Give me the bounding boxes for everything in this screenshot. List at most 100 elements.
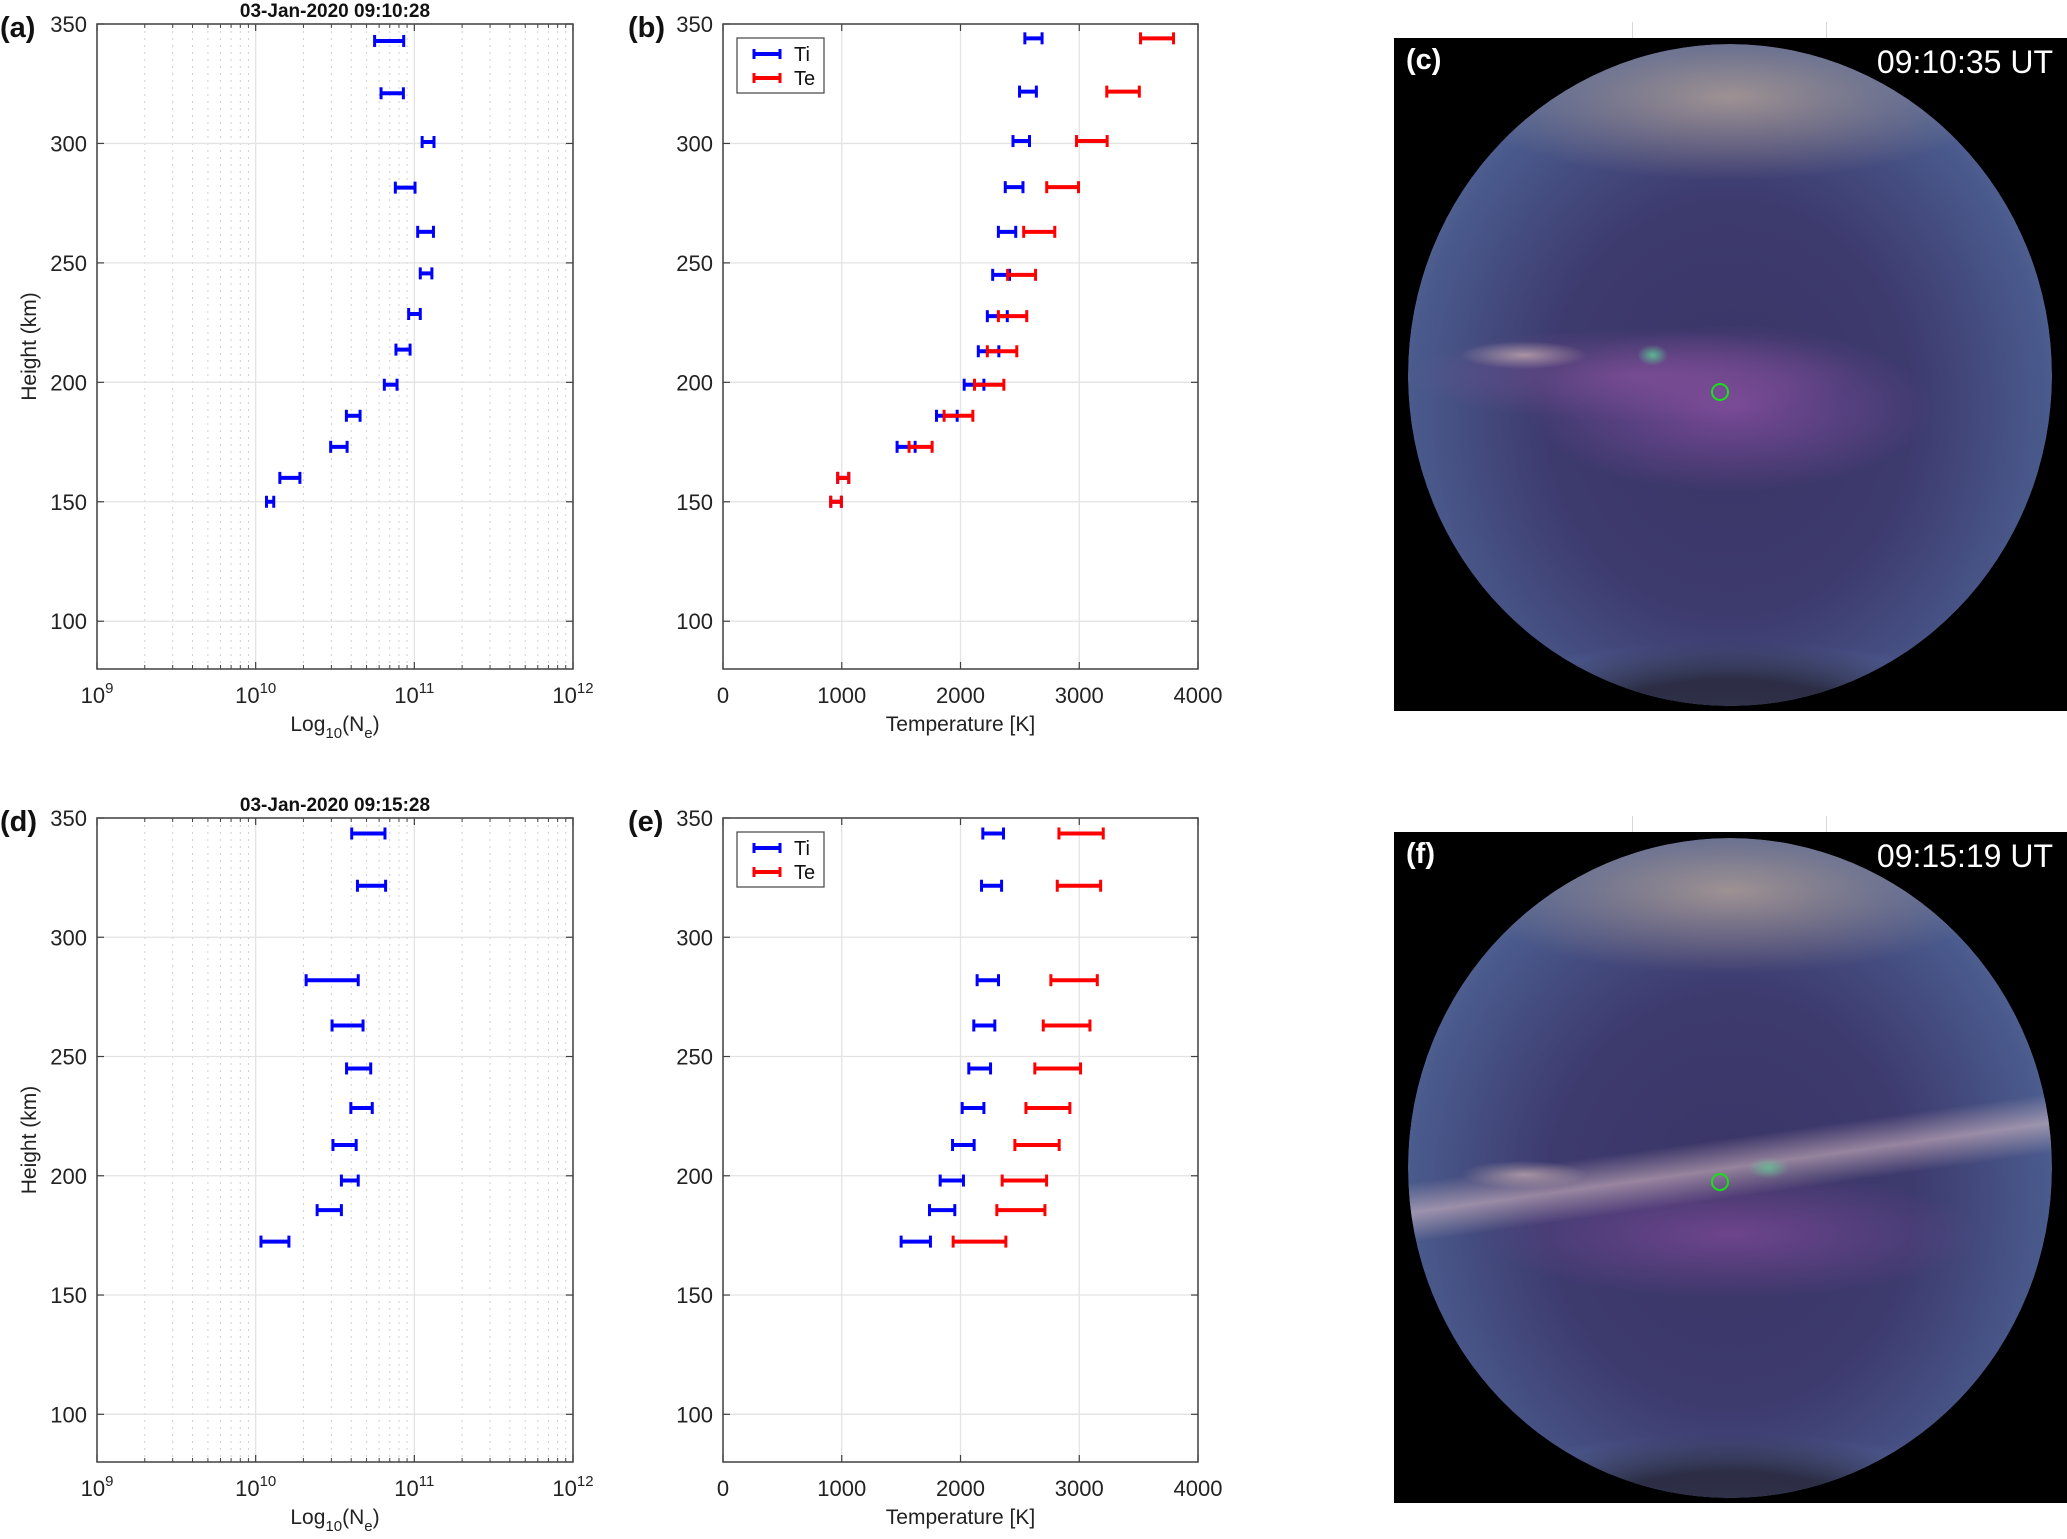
- errorbar-te: [1033, 1062, 1083, 1075]
- errorbar-ti: [1003, 181, 1025, 194]
- errorbar-ne: [345, 1062, 373, 1075]
- y-tick-label: 150: [676, 1283, 713, 1308]
- y-tick-label: 200: [50, 370, 87, 395]
- errorbar-te: [951, 1235, 1008, 1248]
- errorbar-ti: [928, 1204, 957, 1217]
- errorbar-ne: [407, 308, 422, 321]
- errorbar-ti: [960, 1102, 986, 1115]
- chart-title: 03-Jan-2020 09:15:28: [240, 795, 430, 816]
- errorbar-ti: [975, 974, 1000, 987]
- x-tick-label: 1000: [817, 683, 866, 708]
- ghost-axis-tick: [1632, 816, 1633, 832]
- errorbar-ne: [379, 87, 405, 100]
- x-tick-label: 1000: [817, 1476, 866, 1501]
- ghost-axis-tick: [1632, 22, 1633, 38]
- errorbar-te: [1041, 1019, 1092, 1032]
- errorbar-te: [1105, 85, 1141, 98]
- y-tick-label: 300: [50, 925, 87, 950]
- x-tick-label: 1012: [552, 680, 593, 708]
- y-tick-label: 300: [50, 131, 87, 156]
- x-tick-label: 0: [717, 683, 729, 708]
- y-tick-label: 250: [676, 251, 713, 276]
- x-axis-label: Log10(Ne): [290, 713, 379, 742]
- errorbar-ne: [382, 378, 399, 391]
- errorbar-ne: [394, 343, 412, 356]
- errorbar-ne: [420, 136, 436, 149]
- errorbar-ne: [339, 1174, 360, 1187]
- errorbar-te: [836, 471, 851, 484]
- y-tick-label: 350: [50, 806, 87, 831]
- errorbar-te: [1049, 974, 1099, 987]
- x-tick-label: 1012: [552, 1473, 593, 1501]
- image-timestamp-f: 09:15:19 UT: [1876, 838, 2053, 874]
- errorbar-te: [985, 345, 1019, 358]
- x-tick-label: 4000: [1174, 1476, 1223, 1501]
- chart-b: 0 1000 2000 3000 4000 100 150 200 250 300 350 Tempe…: [676, 12, 1222, 736]
- y-tick-label: 100: [50, 1402, 87, 1427]
- y-tick-label: 200: [676, 1164, 713, 1189]
- allsky-image-c: (c) 09:10:35 UT: [1394, 38, 2067, 711]
- y-tick-label: 350: [676, 12, 713, 37]
- panel-label-f: (f): [1406, 838, 1435, 870]
- errorbar-te: [1045, 181, 1081, 194]
- errorbar-te: [995, 1204, 1047, 1217]
- errorbar-ti: [980, 879, 1004, 892]
- ghost-axis-tick: [1826, 816, 1827, 832]
- errorbar-ne: [330, 1019, 365, 1032]
- axes-frame: [722, 817, 1199, 1463]
- x-tick-label: 1011: [394, 1473, 434, 1501]
- errorbar-te: [1139, 32, 1176, 45]
- x-axis-label: Temperature [K]: [886, 1506, 1035, 1529]
- errorbar-ti: [1023, 32, 1044, 45]
- x-tick-label: 109: [81, 680, 114, 708]
- errorbar-ne: [259, 1235, 291, 1248]
- errorbar-te: [973, 378, 1006, 391]
- errorbar-te: [829, 495, 843, 508]
- errorbar-ne: [264, 495, 276, 508]
- y-tick-label: 100: [50, 609, 87, 634]
- fisheye-sky: [1408, 44, 2052, 706]
- errorbar-ne: [349, 1102, 374, 1115]
- errorbar-ne: [304, 974, 360, 987]
- x-tick-label: 3000: [1055, 1476, 1104, 1501]
- errorbar-te: [942, 409, 975, 422]
- fisheye-sky: [1408, 838, 2052, 1498]
- errorbar-te: [1057, 827, 1105, 840]
- errorbar-te: [1024, 1102, 1072, 1115]
- legend-frame: [736, 831, 825, 888]
- errorbar-ti: [967, 1062, 993, 1075]
- x-axis-label: Temperature [K]: [886, 713, 1035, 736]
- errorbar-ti: [981, 827, 1005, 840]
- y-tick-label: 150: [50, 490, 87, 515]
- errorbar-ne: [373, 34, 406, 47]
- panel-label-d: (d): [0, 806, 38, 838]
- axes-frame: [96, 817, 574, 1463]
- chart-a: 109 1010 1011 1012 100 150 200 250 300 350 03-Jan-…: [18, 1, 594, 742]
- panel-label-e: (e): [628, 806, 664, 838]
- errorbar-ne: [329, 440, 349, 453]
- errorbar-te: [996, 310, 1029, 323]
- y-tick-label: 350: [676, 806, 713, 831]
- errorbar-te: [907, 440, 934, 453]
- errorbar-te: [1013, 1139, 1061, 1152]
- errorbar-ne: [355, 879, 388, 892]
- errorbar-ne: [416, 225, 435, 238]
- y-tick-label: 350: [50, 12, 87, 37]
- x-tick-label: 2000: [936, 1476, 985, 1501]
- chart-d: 109 1010 1011 1012 100 150 200 250 300 350 03-Jan-…: [18, 795, 594, 1535]
- y-tick-label: 300: [676, 131, 713, 156]
- x-tick-label: 3000: [1055, 683, 1104, 708]
- x-tick-label: 1011: [394, 680, 434, 708]
- errorbar-ne: [393, 181, 417, 194]
- errorbar-ne: [278, 471, 302, 484]
- legend-frame: [736, 37, 825, 94]
- x-axis-label: Log10(Ne): [290, 1506, 379, 1535]
- y-tick-label: 200: [676, 370, 713, 395]
- errorbar-ne: [331, 1139, 358, 1152]
- x-tick-label: 1010: [235, 680, 276, 708]
- errorbar-ti: [938, 1174, 965, 1187]
- x-tick-label: 1010: [235, 1473, 276, 1501]
